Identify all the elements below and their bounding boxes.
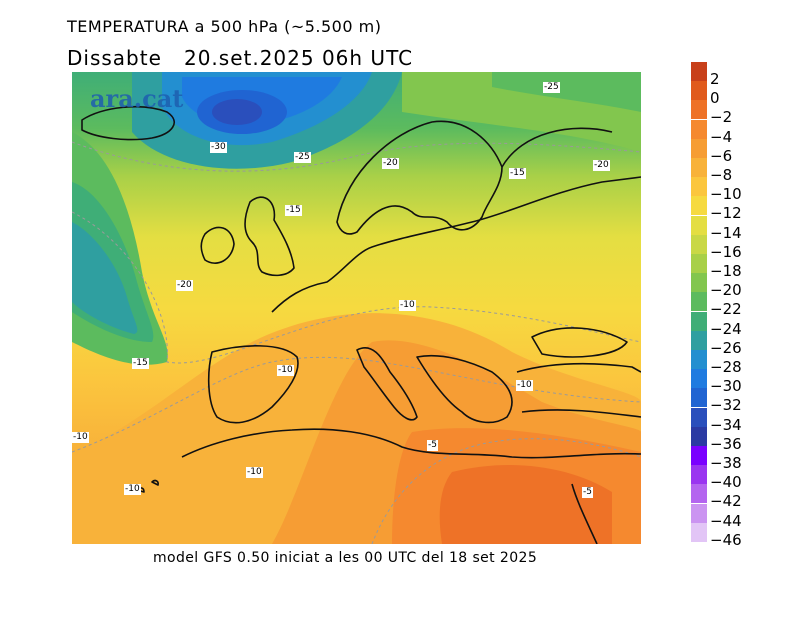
contour-label: -20: [382, 158, 399, 169]
colorbar-label: −2: [710, 108, 733, 127]
colorbar-swatch: [691, 292, 707, 312]
colorbar-label: −4: [710, 127, 733, 146]
colorbar-swatch: [691, 350, 707, 369]
contour-label: -10: [124, 484, 141, 495]
contour-label: -10: [277, 365, 294, 376]
contour-label: -20: [593, 160, 610, 171]
temperature-map: [72, 72, 641, 544]
colorbar-label: −24: [710, 319, 742, 338]
colorbar-label: −38: [710, 454, 742, 472]
contour-label: -5: [427, 440, 438, 451]
colorbar-swatch: [691, 407, 707, 427]
contour-label: -5: [582, 487, 593, 498]
colorbar-label: −20: [710, 281, 742, 300]
colorbar-swatch: [691, 100, 707, 120]
colorbar-swatch: [691, 62, 707, 81]
colorbar-swatch: [691, 158, 707, 177]
colorbar-label: −40: [710, 473, 742, 492]
colorbar-label: −16: [710, 242, 742, 261]
colorbar-swatch: [691, 81, 707, 101]
colorbar-label: −42: [710, 492, 742, 511]
contour-label: -15: [509, 168, 526, 179]
model-info-footer: model GFS 0.50 iniciat a les 00 UTC del …: [153, 550, 538, 566]
map-subtitle: Dissabte 20.set.2025 06h UTC: [67, 46, 414, 70]
contour-label: -20: [176, 280, 193, 291]
colorbar-label: −10: [710, 185, 742, 204]
contour-label: -10: [516, 380, 533, 391]
contour-label: -25: [543, 82, 560, 93]
contour-label: -25: [294, 152, 311, 163]
colorbar-label: −28: [710, 358, 742, 376]
colorbar-swatch: [691, 446, 707, 465]
colorbar-label: −30: [710, 377, 742, 396]
colorbar-swatch: [691, 234, 707, 254]
colorbar-swatch: [691, 215, 707, 235]
map-canvas: [72, 72, 641, 544]
contour-label: -15: [285, 205, 302, 216]
site-logo: ara.cat: [90, 84, 184, 113]
colorbar-swatch: [691, 273, 707, 293]
colorbar-swatch: [691, 254, 707, 273]
colorbar-label: 2: [710, 70, 720, 88]
contour-label: -15: [132, 358, 149, 369]
colorbar-label: −32: [710, 396, 742, 415]
colorbar-label: −22: [710, 300, 742, 319]
colorbar-label: −26: [710, 338, 742, 357]
colorbar-label: −18: [710, 262, 742, 280]
colorbar-swatch: [691, 330, 707, 350]
contour-label: -30: [210, 142, 227, 153]
colorbar-label: −46: [710, 530, 742, 549]
colorbar-label: −44: [710, 511, 742, 530]
colorbar-swatch: [691, 119, 707, 139]
colorbar-label: −14: [710, 223, 742, 242]
colorbar-swatch: [691, 465, 707, 485]
colorbar-label: −6: [710, 146, 733, 165]
colorbar-label: −34: [710, 415, 742, 434]
contour-label: -10: [72, 432, 89, 443]
colorbar-swatch: [691, 369, 707, 389]
contour-label: -10: [246, 467, 263, 478]
colorbar-swatch: [691, 522, 707, 542]
colorbar-label: −12: [710, 204, 742, 223]
colorbar-swatch: [691, 484, 707, 504]
colorbar-label: −8: [710, 166, 733, 184]
contour-label: -10: [399, 300, 416, 311]
colorbar-label: −36: [710, 434, 742, 453]
colorbar-swatch: [691, 503, 707, 523]
colorbar-swatch: [691, 426, 707, 446]
colorbar-swatch: [691, 138, 707, 158]
colorbar-swatch: [691, 196, 707, 216]
colorbar-swatch: [691, 311, 707, 331]
colorbar-swatch: [691, 388, 707, 408]
colorbar-label: 0: [710, 89, 720, 108]
map-title: TEMPERATURA a 500 hPa (~5.500 m): [67, 17, 382, 36]
colorbar-swatch: [691, 177, 707, 197]
